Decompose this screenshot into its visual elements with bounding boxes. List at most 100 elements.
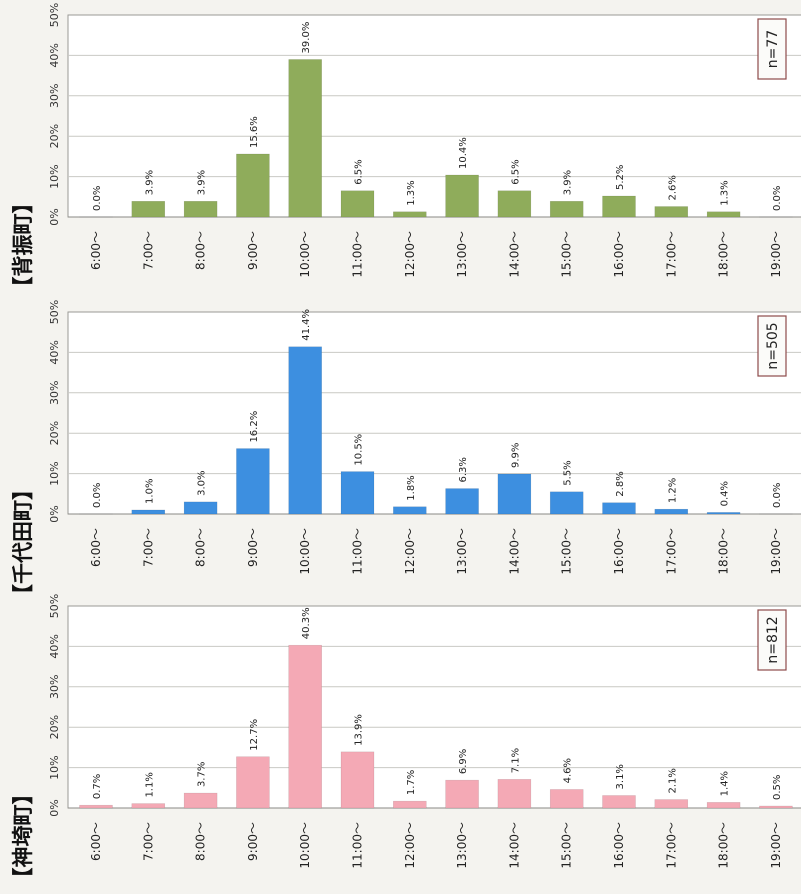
data-label: 5.2%	[615, 165, 626, 190]
bar-11	[603, 196, 636, 217]
data-label: 15.6%	[249, 116, 260, 148]
sample-size-label: n=77	[765, 30, 781, 68]
y-tick-label: 10%	[48, 755, 61, 779]
category-label: 14:00～	[507, 528, 521, 575]
bar-6	[341, 472, 374, 514]
bar-10	[550, 201, 583, 217]
bar-3	[184, 201, 217, 217]
data-label: 0.0%	[772, 483, 783, 508]
bar-10	[550, 789, 583, 808]
data-label: 3.7%	[197, 762, 208, 787]
data-label: 3.9%	[563, 170, 574, 195]
bar-12	[655, 206, 688, 217]
bar-9	[498, 474, 531, 514]
chart-title: 【神埼町】	[11, 784, 35, 889]
bar-9	[498, 191, 531, 217]
category-label: 12:00～	[403, 231, 417, 278]
bar-5	[289, 347, 322, 514]
category-label: 6:00～	[89, 231, 103, 270]
category-label: 8:00～	[194, 528, 208, 567]
bar-13	[707, 512, 740, 514]
data-label: 1.3%	[720, 180, 731, 205]
data-label: 0.0%	[772, 186, 783, 211]
data-label: 10.5%	[354, 434, 365, 466]
plot-area	[68, 606, 801, 808]
data-label: 9.9%	[510, 443, 521, 468]
bar-2	[132, 804, 165, 808]
data-label: 3.0%	[197, 470, 208, 495]
data-label: 1.7%	[406, 770, 417, 795]
bar-13	[707, 212, 740, 217]
category-label: 14:00～	[507, 231, 521, 278]
bar-12	[655, 800, 688, 808]
y-tick-label: 10%	[48, 164, 61, 188]
category-label: 7:00～	[141, 231, 155, 270]
y-tick-label: 0%	[48, 505, 61, 522]
bar-5	[289, 645, 322, 808]
category-label: 18:00～	[717, 231, 731, 278]
bar-4	[236, 154, 269, 217]
y-tick-label: 50%	[48, 3, 61, 27]
y-tick-label: 40%	[48, 340, 61, 364]
y-tick-label: 50%	[48, 594, 61, 618]
data-label: 1.0%	[144, 479, 155, 504]
data-label: 0.5%	[772, 775, 783, 800]
bar-8	[446, 175, 479, 217]
category-label: 15:00～	[560, 528, 574, 575]
data-label: 1.2%	[667, 478, 678, 503]
sample-size-label: n=812	[765, 616, 781, 663]
bar-1	[80, 805, 113, 808]
data-label: 6.5%	[510, 159, 521, 184]
category-label: 11:00～	[351, 822, 365, 869]
category-label: 17:00～	[664, 822, 678, 869]
category-label: 18:00～	[717, 822, 731, 869]
category-label: 19:00～	[769, 231, 783, 278]
category-label: 6:00～	[89, 822, 103, 861]
category-label: 7:00～	[141, 528, 155, 567]
bar-4	[236, 449, 269, 514]
category-label: 9:00～	[246, 822, 260, 861]
data-label: 0.4%	[720, 481, 731, 506]
chart-title: 【千代田町】	[11, 479, 35, 605]
y-tick-label: 30%	[48, 675, 61, 699]
bar-5	[289, 59, 322, 217]
y-tick-label: 0%	[48, 208, 61, 225]
category-label: 9:00～	[246, 528, 260, 567]
data-label: 1.3%	[406, 180, 417, 205]
y-tick-label: 0%	[48, 799, 61, 816]
chart-panel-2: 0%10%20%30%40%50%0.0%6:00～1.0%7:00～3.0%8…	[11, 300, 801, 605]
category-label: 15:00～	[560, 231, 574, 278]
bar-3	[184, 502, 217, 514]
bar-4	[236, 757, 269, 808]
y-tick-label: 10%	[48, 461, 61, 485]
data-label: 2.6%	[667, 175, 678, 200]
category-label: 14:00～	[507, 822, 521, 869]
bar-6	[341, 191, 374, 217]
data-label: 2.1%	[667, 768, 678, 793]
category-label: 9:00～	[246, 231, 260, 270]
bar-7	[393, 507, 426, 514]
category-label: 17:00～	[664, 231, 678, 278]
category-label: 16:00～	[612, 231, 626, 278]
category-label: 10:00～	[298, 528, 312, 575]
data-label: 1.8%	[406, 475, 417, 500]
data-label: 13.9%	[354, 714, 365, 746]
category-label: 10:00～	[298, 231, 312, 278]
data-label: 7.1%	[510, 748, 521, 773]
chart-panel-1: 0%10%20%30%40%50%0.0%6:00～3.9%7:00～3.9%8…	[11, 3, 801, 298]
bar-9	[498, 779, 531, 808]
plot-area	[68, 15, 801, 217]
data-label: 4.6%	[563, 758, 574, 783]
category-label: 15:00～	[560, 822, 574, 869]
data-label: 10.4%	[458, 137, 469, 169]
category-label: 6:00～	[89, 528, 103, 567]
data-label: 0.0%	[92, 483, 103, 508]
bar-3	[184, 793, 217, 808]
category-label: 13:00～	[455, 231, 469, 278]
data-label: 3.9%	[197, 170, 208, 195]
data-label: 1.1%	[144, 772, 155, 797]
sample-size-label: n=505	[765, 322, 781, 369]
bar-7	[393, 212, 426, 217]
data-label: 2.8%	[615, 471, 626, 496]
